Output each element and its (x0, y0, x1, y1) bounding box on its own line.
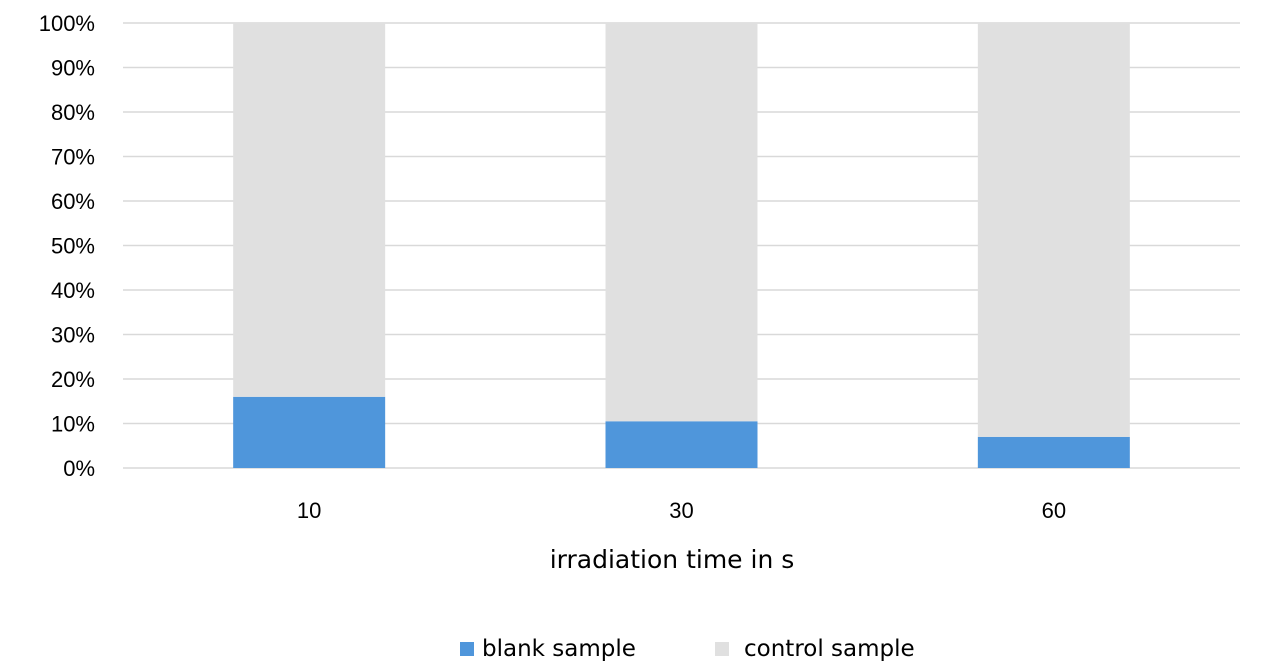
y-tick-label: 100% (39, 11, 95, 36)
x-tick-label: 60 (1042, 498, 1066, 523)
bar-control-sample-10 (233, 23, 386, 397)
y-tick-label: 30% (51, 323, 95, 348)
bar-control-sample-30 (605, 23, 758, 422)
legend: blank sample control sample (460, 636, 915, 662)
y-tick-label: 80% (51, 100, 95, 125)
y-tick-label: 0% (63, 456, 95, 481)
y-tick-label: 60% (51, 189, 95, 214)
y-axis-tick-labels: 0% 10% 20% 30% 40% 50% 60% 70% 80% 90% 100% (39, 11, 95, 481)
bar-blank-sample-60 (977, 436, 1130, 468)
y-tick-label: 10% (51, 412, 95, 437)
y-tick-label: 50% (51, 234, 95, 259)
x-tick-label: 30 (669, 498, 693, 523)
legend-label: control sample (744, 636, 915, 662)
bars (233, 23, 1130, 468)
x-tick-label: 10 (297, 498, 321, 523)
y-tick-label: 20% (51, 367, 95, 392)
y-tick-label: 90% (51, 56, 95, 81)
x-axis-tick-labels: 10 30 60 (297, 498, 1066, 523)
bar-control-sample-60 (977, 23, 1130, 437)
y-tick-label: 70% (51, 145, 95, 170)
x-axis-title: irradiation time in s (550, 545, 795, 574)
legend-swatch (460, 642, 474, 656)
legend-swatch (715, 642, 729, 656)
bar-blank-sample-10 (233, 396, 386, 468)
y-tick-label: 40% (51, 278, 95, 303)
legend-label: blank sample (482, 636, 636, 662)
bar-blank-sample-30 (605, 421, 758, 468)
